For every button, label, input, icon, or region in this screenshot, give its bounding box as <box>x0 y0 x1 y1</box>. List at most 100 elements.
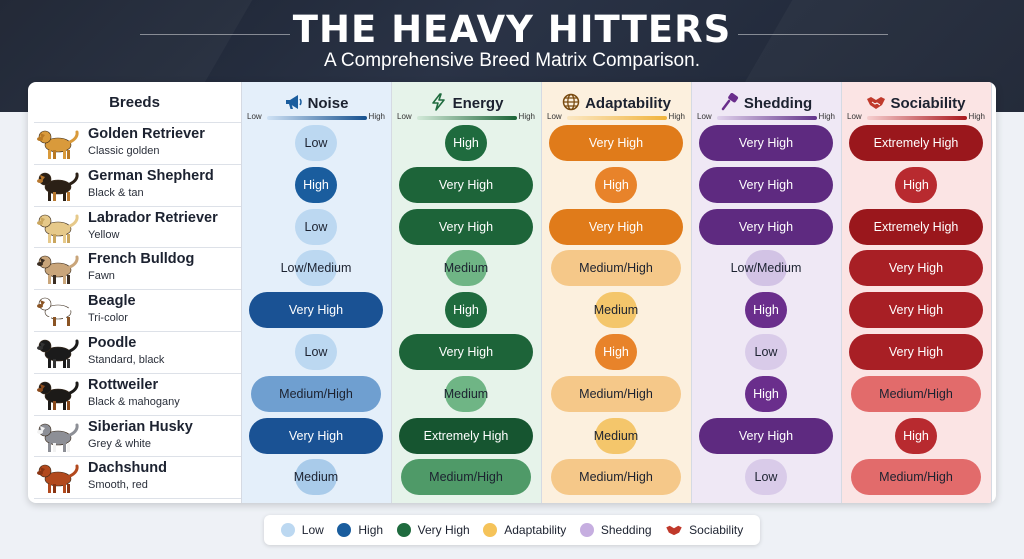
breed-row[interactable]: Rottweiler Black & mahogany <box>28 373 241 415</box>
rating-cell-sociability[interactable]: Very High <box>841 247 991 289</box>
scale-gradient-bar <box>867 116 967 120</box>
column-header-shedding[interactable]: Shedding Low High <box>691 82 841 122</box>
breed-row[interactable]: German Shepherd Black & tan <box>28 164 241 206</box>
rating-cell-adaptability[interactable]: High <box>541 164 691 206</box>
rating-pill: Medium/High <box>551 459 681 496</box>
rating-pill: Medium/High <box>251 375 381 412</box>
breed-row[interactable]: Dachshund Smooth, red <box>28 456 241 498</box>
rating-pill: Very High <box>699 125 833 161</box>
rating-cell-adaptability[interactable]: High <box>541 331 691 373</box>
rating-cell-shedding[interactable]: Low <box>691 331 841 373</box>
rating-cell-noise[interactable]: Medium <box>241 456 391 498</box>
dachshund-icon <box>36 459 80 495</box>
rating-cell-sociability[interactable]: Very High <box>841 289 991 331</box>
rating-value: Extremely High <box>873 136 959 150</box>
rating-cell-shedding[interactable]: High <box>691 289 841 331</box>
rating-value: Medium <box>293 470 339 485</box>
rating-cell-shedding[interactable]: Very High <box>691 122 841 164</box>
rating-cell-sociability[interactable]: High <box>841 415 991 457</box>
column-header-text: Sociability <box>890 95 966 112</box>
column-header-text: Shedding <box>743 95 813 112</box>
rating-value: Medium/High <box>279 386 353 401</box>
row-divider <box>34 247 241 249</box>
scale-gradient-bar <box>267 116 367 120</box>
rating-cell-energy[interactable]: Medium <box>391 247 541 289</box>
rating-pill: Medium/High <box>401 459 531 496</box>
breed-row[interactable]: Beagle Tri-color <box>28 289 241 331</box>
rating-pill: High <box>295 166 337 203</box>
scale-low-label: Low <box>697 112 712 121</box>
row-divider <box>34 456 241 458</box>
rating-cell-energy[interactable]: Extremely High <box>391 415 541 457</box>
rating-cell-adaptability[interactable]: Medium/High <box>541 373 691 415</box>
rating-cell-shedding[interactable]: Very High <box>691 415 841 457</box>
rating-cell-shedding[interactable]: High <box>691 373 841 415</box>
column-header-noise[interactable]: Noise Low High <box>241 82 391 122</box>
breed-name: Golden Retriever <box>88 126 205 142</box>
breed-row[interactable]: French Bulldog Fawn <box>28 247 241 289</box>
page-subtitle: A Comprehensive Breed Matrix Comparison. <box>324 50 700 71</box>
rating-cell-energy[interactable]: Medium/High <box>391 456 541 498</box>
legend: Low High Very High Adaptability Shedding Soci… <box>264 515 760 545</box>
rating-cell-adaptability[interactable]: Very High <box>541 122 691 164</box>
rating-value: Very High <box>288 303 344 318</box>
rating-cell-energy[interactable]: Very High <box>391 206 541 248</box>
breed-subtitle: Grey & white <box>88 437 151 450</box>
rating-cell-shedding[interactable]: Very High <box>691 206 841 248</box>
rating-cell-adaptability[interactable]: Medium/High <box>541 456 691 498</box>
rating-cell-adaptability[interactable]: Medium <box>541 415 691 457</box>
rating-cell-noise[interactable]: Low <box>241 331 391 373</box>
rating-cell-shedding[interactable]: Low <box>691 456 841 498</box>
rating-cell-energy[interactable]: High <box>391 122 541 164</box>
legend-label: Very High <box>417 523 470 537</box>
rating-cell-sociability[interactable]: High <box>841 164 991 206</box>
rating-cell-adaptability[interactable]: Medium <box>541 289 691 331</box>
rating-cell-noise[interactable]: Medium/High <box>241 373 391 415</box>
column-header-adaptability[interactable]: Adaptability Low High <box>541 82 691 122</box>
rating-value: Very High <box>738 219 794 234</box>
column-header-label: Energy <box>391 93 541 112</box>
rating-cell-noise[interactable]: Low/Medium <box>241 247 391 289</box>
rating-value: High <box>453 303 479 318</box>
rating-pill: Medium/High <box>551 375 681 412</box>
column-header-sociability[interactable]: Sociability Low High <box>841 82 991 122</box>
rating-cell-noise[interactable]: Low <box>241 122 391 164</box>
scale-high-label: High <box>968 112 985 121</box>
rating-value: Low <box>304 136 328 150</box>
breed-row[interactable]: Golden Retriever Classic golden <box>28 122 241 164</box>
rating-pill: Medium <box>444 250 488 287</box>
rating-cell-sociability[interactable]: Extremely High <box>841 122 991 164</box>
legend-label: Adaptability <box>504 523 567 537</box>
legend-swatch <box>337 523 352 537</box>
rating-cell-energy[interactable]: High <box>391 289 541 331</box>
column-header-energy[interactable]: Energy Low High <box>391 82 541 122</box>
rating-pill: High <box>595 166 637 203</box>
rating-cell-noise[interactable]: Very High <box>241 415 391 457</box>
rating-pill: Very High <box>399 334 533 370</box>
rating-cell-shedding[interactable]: Low/Medium <box>691 247 841 289</box>
breed-row[interactable]: Siberian Husky Grey & white <box>28 415 241 457</box>
rating-cell-adaptability[interactable]: Very High <box>541 206 691 248</box>
breed-row[interactable]: Labrador Retriever Yellow <box>28 206 241 248</box>
breed-row[interactable]: Poodle Standard, black <box>28 331 241 373</box>
rating-pill: Extremely High <box>849 208 983 245</box>
rating-pill: Medium <box>444 375 488 412</box>
rating-cell-sociability[interactable]: Very High <box>841 331 991 373</box>
rating-cell-noise[interactable]: High <box>241 164 391 206</box>
rating-cell-energy[interactable]: Medium <box>391 373 541 415</box>
row-divider <box>34 414 241 416</box>
rating-cell-sociability[interactable]: Extremely High <box>841 206 991 248</box>
rating-value: Very High <box>888 261 944 276</box>
rating-cell-noise[interactable]: Low <box>241 206 391 248</box>
rating-cell-sociability[interactable]: Medium/High <box>841 456 991 498</box>
rating-cell-energy[interactable]: Very High <box>391 331 541 373</box>
rating-cell-energy[interactable]: Very High <box>391 164 541 206</box>
legend-label: Sociability <box>689 523 744 537</box>
rating-cell-shedding[interactable]: Very High <box>691 164 841 206</box>
scale-gradient-bar <box>567 116 667 120</box>
rating-value: Low <box>304 219 328 234</box>
rating-cell-noise[interactable]: Very High <box>241 289 391 331</box>
breed-subtitle: Yellow <box>88 228 120 241</box>
rating-cell-sociability[interactable]: Medium/High <box>841 373 991 415</box>
rating-cell-adaptability[interactable]: Medium/High <box>541 247 691 289</box>
